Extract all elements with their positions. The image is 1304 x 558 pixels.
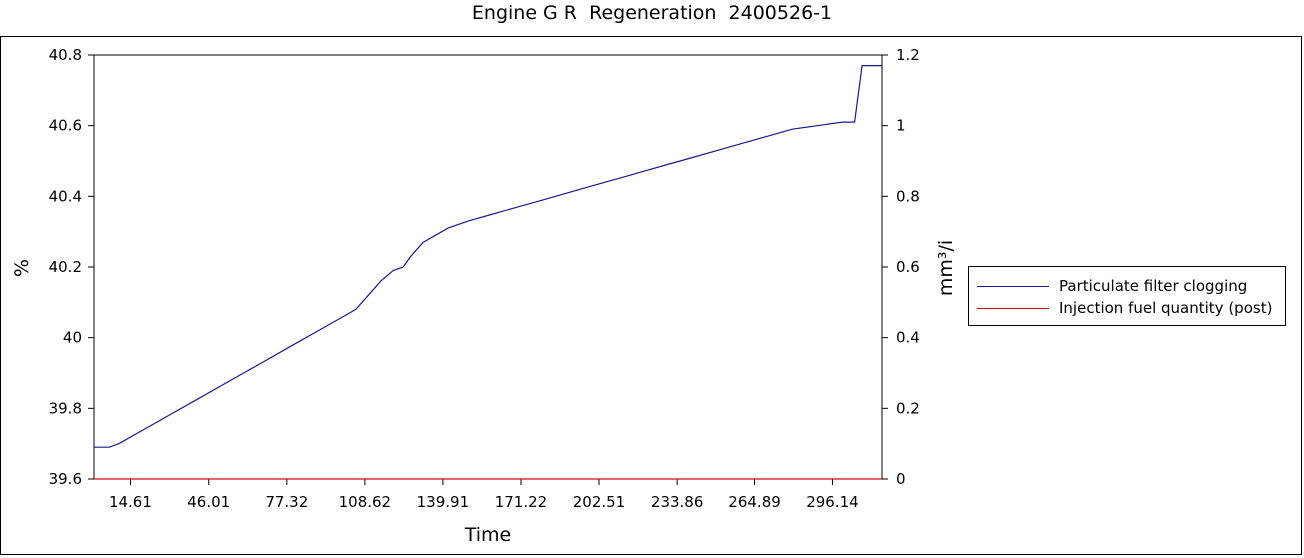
x-tick-label: 46.01	[187, 493, 230, 511]
x-tick-label: 77.32	[265, 493, 308, 511]
legend-swatch-injection-post	[977, 307, 1049, 309]
y-left-tick-label: 39.8	[49, 399, 82, 417]
legend-swatch-pf-clogging	[977, 285, 1049, 287]
legend-item-pf-clogging: Particulate filter clogging	[977, 276, 1247, 296]
y-right-tick-label: 1.2	[896, 46, 920, 64]
x-tick-label: 296.14	[806, 493, 859, 511]
y-left-tick-label: 40.8	[49, 46, 82, 64]
y-right-tick-label: 0.4	[896, 329, 920, 347]
y-left-tick-label: 40	[63, 329, 82, 347]
y-left-tick-label: 40.6	[49, 117, 82, 135]
x-tick-label: 233.86	[651, 493, 704, 511]
legend: Particulate filter clogging Injection fu…	[968, 266, 1286, 326]
x-tick-label: 139.91	[417, 493, 470, 511]
y-axis-left-title: %	[11, 259, 33, 277]
y-right-tick-label: 0.6	[896, 258, 920, 276]
x-tick-label: 264.89	[728, 493, 781, 511]
series-line-pf-clogging	[94, 64, 882, 448]
legend-label-pf-clogging: Particulate filter clogging	[1059, 277, 1248, 295]
plot-area	[93, 54, 883, 480]
x-tick-label: 108.62	[339, 493, 392, 511]
x-tick-label: 202.51	[573, 493, 626, 511]
y-left-tick-label: 39.6	[49, 470, 82, 488]
y-left-tick-label: 40.4	[49, 187, 82, 205]
x-tick-label: 171.22	[495, 493, 548, 511]
x-axis-title: Time	[464, 524, 512, 546]
chart-title: Engine G R Regeneration 2400526-1	[471, 2, 833, 24]
x-tick-label: 14.61	[109, 493, 152, 511]
legend-item-injection-post: Injection fuel quantity (post)	[977, 298, 1272, 318]
y-left-tick-label: 40.2	[49, 258, 82, 276]
y-right-tick-label: 0.2	[896, 399, 920, 417]
legend-label-injection-post: Injection fuel quantity (post)	[1059, 299, 1273, 317]
chart-frame	[0, 36, 1302, 555]
y-axis-right-title: mm³/i	[935, 240, 957, 296]
y-right-tick-label: 1	[896, 117, 906, 135]
y-right-tick-label: 0	[896, 470, 906, 488]
y-right-tick-label: 0.8	[896, 187, 920, 205]
